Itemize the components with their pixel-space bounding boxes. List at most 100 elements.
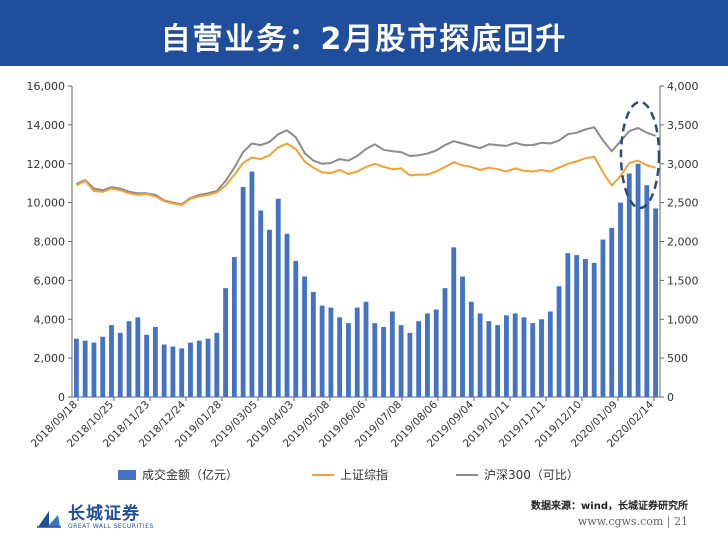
volume-bar [258, 210, 264, 397]
volume-bar [512, 313, 518, 397]
volume-bar [179, 348, 185, 397]
volume-bar [170, 346, 176, 397]
logo-text-en: GREAT WALL SECURITIES [68, 523, 154, 530]
volume-bar [425, 313, 430, 397]
volume-bar [547, 311, 553, 397]
volume-bar [302, 276, 307, 397]
volume-bar [495, 325, 501, 397]
volume-bar [433, 309, 439, 397]
title-bar: 自营业务：2月股市探底回升 [0, 0, 728, 68]
left-tick-label: 8,000 [34, 236, 66, 249]
left-tick-label: 14,000 [27, 119, 66, 132]
right-tick-label: 1,500 [667, 274, 699, 287]
left-tick-label: 6,000 [34, 274, 66, 287]
slide-title: 自营业务：2月股市探底回升 [160, 22, 568, 57]
volume-bar [249, 171, 255, 397]
volume-bar [214, 332, 220, 397]
volume-bar [354, 307, 360, 397]
right-tick-label: 3,500 [667, 119, 699, 132]
volume-bar [267, 229, 272, 397]
volume-bar [231, 257, 237, 397]
footer-separator: | [666, 515, 674, 528]
volume-bar [363, 301, 369, 397]
volume-bar [240, 187, 246, 397]
volume-bar [591, 262, 597, 397]
right-tick-label: 4,000 [667, 80, 699, 93]
volume-bar [82, 340, 88, 397]
volume-bar [73, 338, 79, 397]
hs300-line [75, 126, 656, 206]
right-tick-label: 2,500 [667, 197, 699, 210]
volume-bar [626, 173, 632, 397]
volume-bar [600, 239, 606, 397]
volume-bar [644, 185, 650, 397]
chart-legend: 成交金额（亿元） 上证综指 沪深300（可比） [0, 466, 728, 486]
volume-bar [100, 336, 106, 397]
volume-bar [310, 292, 316, 397]
volume-bar [407, 332, 413, 397]
page-number: 21 [674, 515, 688, 528]
logo-text-cn: 长城证券 [68, 504, 140, 524]
legend-label-sse: 上证综指 [340, 468, 389, 482]
legend-swatch-sse [312, 473, 334, 476]
volume-bar [346, 323, 351, 397]
volume-bar [442, 288, 448, 397]
legend-item-hs300: 沪深300（可比） [456, 466, 579, 483]
volume-bar [196, 340, 202, 397]
volume-bar [653, 208, 659, 397]
volume-bar [91, 342, 97, 397]
company-logo: 长城证券 GREAT WALL SECURITIES [36, 506, 154, 530]
volume-bar [460, 276, 465, 397]
right-tick-label: 2,000 [667, 236, 699, 249]
volume-bar [161, 344, 167, 397]
legend-item-sse: 上证综指 [312, 466, 388, 483]
volume-bar [109, 325, 114, 397]
volume-bar [319, 305, 325, 397]
volume-bar [126, 321, 132, 397]
left-tick-label: 10,000 [27, 197, 66, 210]
volume-bar [618, 202, 623, 397]
volume-bar [144, 334, 150, 397]
volume-bar [117, 332, 123, 397]
highlight-ellipse [619, 100, 661, 210]
legend-label-volume: 成交金额（亿元） [142, 468, 239, 482]
volume-bar [504, 315, 509, 397]
volume-bar [539, 319, 544, 397]
volume-bar [416, 321, 422, 397]
volume-bar [389, 311, 395, 397]
left-tick-label: 4,000 [34, 313, 66, 326]
volume-bar [530, 323, 536, 397]
volume-bar [188, 342, 193, 397]
left-tick-label: 12,000 [27, 158, 66, 171]
great-wall-logo-icon [37, 511, 61, 528]
volume-bar [582, 258, 588, 397]
volume-bar [372, 323, 378, 397]
volume-bar [152, 327, 158, 397]
volume-bar [574, 255, 580, 397]
right-tick-label: 500 [667, 352, 688, 365]
volume-bar [293, 260, 299, 397]
right-tick-label: 0 [667, 391, 674, 404]
volume-bar [521, 317, 527, 397]
legend-swatch-hs300 [456, 473, 478, 476]
volume-bar [398, 325, 404, 397]
right-tick-label: 1,000 [667, 313, 699, 326]
volume-bar [381, 327, 386, 397]
left-tick-label: 2,000 [34, 352, 66, 365]
footer-url: www.cgws.com [577, 515, 664, 528]
right-tick-label: 3,000 [667, 158, 699, 171]
volume-bar [223, 288, 228, 397]
volume-bar [275, 198, 281, 397]
volume-bar [486, 321, 492, 397]
volume-bar [556, 286, 562, 397]
sse-line [75, 142, 656, 206]
legend-swatch-volume [118, 469, 136, 480]
left-tick-label: 0 [58, 391, 65, 404]
volume-bar [451, 247, 457, 397]
source-note: 数据来源：wind，长城证券研究所 [531, 501, 688, 512]
legend-item-volume: 成交金额（亿元） [118, 466, 238, 483]
volume-bar [135, 317, 141, 397]
combo-chart: 0 2,000 4,000 6,000 8,000 10,000 12,000 14,000 1… [27, 80, 699, 450]
volume-bar [477, 313, 483, 397]
volume-bar [328, 307, 334, 397]
